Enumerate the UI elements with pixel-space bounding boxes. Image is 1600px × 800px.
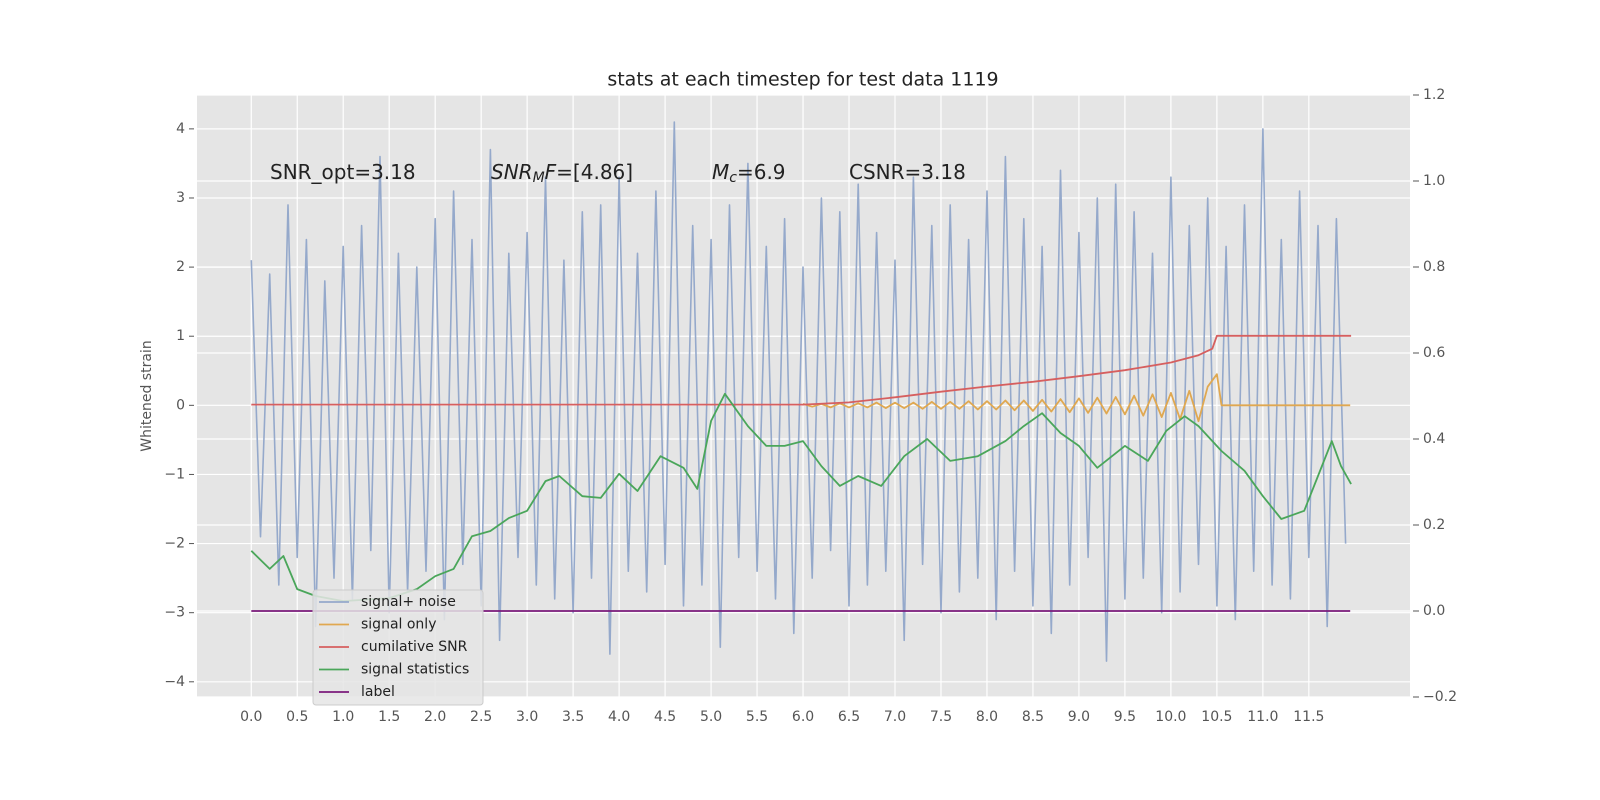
annotation: Mc=6.9 [712,160,786,187]
legend-label: signal only [361,617,436,633]
y-tick-label: 0 [176,397,185,413]
series-line [251,334,1352,406]
y2-tick-label: 0.0 [1423,603,1445,619]
y-tick-label: 3 [176,190,185,206]
series-line [802,373,1351,423]
y2-tick-label: 1.0 [1423,173,1445,189]
annotation-part: M [533,170,545,186]
x-tick-label: 11.5 [1293,709,1324,725]
y-tick-label: 4 [176,121,185,137]
x-tick-label: 1.0 [332,709,354,725]
annotation-part: =6.9 [737,160,786,184]
y2-tick-label: 1.2 [1423,87,1445,103]
x-tick-label: 6.0 [792,709,814,725]
y2-tick-label: 0.8 [1423,259,1445,275]
x-tick-label: 9.5 [1114,709,1136,725]
y-tick-label: −1 [164,466,185,482]
series-line [250,392,1352,602]
y-tick-label: −2 [164,536,185,552]
x-tick-label: 0.0 [240,709,262,725]
y-tick-label: 1 [176,328,185,344]
annotation: SNRMF=[4.86] [491,160,633,187]
y-tick-label: −3 [164,605,185,621]
y-axis-label: Whitened strain [139,340,155,451]
x-tick-label: 5.5 [746,709,768,725]
x-tick-label: 8.5 [1022,709,1044,725]
annotation: CSNR=3.18 [849,160,966,184]
x-tick-label: 4.5 [654,709,676,725]
annotation-part: F [545,160,557,184]
x-tick-label: 7.5 [930,709,952,725]
legend-box [312,589,484,706]
legend-label: cumilative SNR [361,639,468,655]
legend-label: signal statistics [361,662,469,678]
x-tick-label: 3.5 [562,709,584,725]
y2-tick-label: −0.2 [1423,689,1457,705]
legend-label: signal+ noise [361,594,456,610]
x-tick-label: 1.5 [378,709,400,725]
y-tick-label: 2 [176,259,185,275]
annotation-part: M [712,160,729,184]
annotation-part: =[4.86] [556,160,633,184]
annotation-part: SNR [491,160,533,184]
x-tick-label: 8.0 [976,709,998,725]
x-tick-label: 3.0 [516,709,538,725]
annotation-part: SNR_opt=3.18 [270,160,416,184]
x-tick-label: 9.0 [1068,709,1090,725]
annotation: SNR_opt=3.18 [270,160,416,184]
x-tick-label: 2.0 [424,709,446,725]
x-tick-label: 10.5 [1201,709,1232,725]
legend-label: label [361,684,395,700]
x-tick-label: 5.0 [700,709,722,725]
annotation-part: CSNR=3.18 [849,160,966,184]
annotation-part: c [729,170,737,186]
y2-tick-label: 0.4 [1423,431,1445,447]
x-tick-label: 6.5 [838,709,860,725]
x-tick-label: 11.0 [1247,709,1278,725]
chart-title: stats at each timestep for test data 111… [607,69,998,91]
series-line [250,121,1347,662]
x-tick-label: 2.5 [470,709,492,725]
x-tick-label: 10.0 [1155,709,1186,725]
x-tick-label: 7.0 [884,709,906,725]
y-tick-label: −4 [164,674,185,690]
y2-tick-label: 0.6 [1423,345,1445,361]
y2-tick-label: 0.2 [1423,517,1445,533]
x-tick-label: 0.5 [286,709,308,725]
x-tick-label: 4.0 [608,709,630,725]
